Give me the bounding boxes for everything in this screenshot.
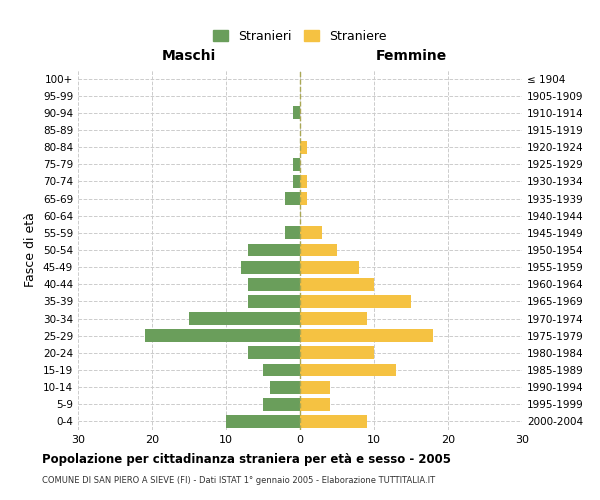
Bar	[300, 295, 411, 308]
Bar	[293, 175, 300, 188]
Bar	[271, 380, 300, 394]
Text: COMUNE DI SAN PIERO A SIEVE (FI) - Dati ISTAT 1° gennaio 2005 - Elaborazione TUT: COMUNE DI SAN PIERO A SIEVE (FI) - Dati …	[42, 476, 435, 485]
Bar	[300, 140, 307, 153]
Bar	[300, 175, 307, 188]
Bar	[300, 312, 367, 325]
Bar	[145, 330, 300, 342]
Bar	[300, 380, 329, 394]
Bar	[248, 346, 300, 360]
Bar	[300, 398, 329, 410]
Y-axis label: Fasce di età: Fasce di età	[25, 212, 37, 288]
Bar	[241, 260, 300, 274]
Bar	[300, 260, 359, 274]
Bar	[285, 192, 300, 205]
Bar	[248, 278, 300, 290]
Bar	[300, 192, 307, 205]
Bar	[263, 398, 300, 410]
Bar	[293, 106, 300, 120]
Bar	[300, 244, 337, 256]
Bar	[293, 158, 300, 170]
Bar	[248, 295, 300, 308]
Bar	[248, 244, 300, 256]
Bar	[300, 330, 433, 342]
Bar	[300, 364, 396, 376]
Bar	[263, 364, 300, 376]
Bar	[300, 226, 322, 239]
Text: Femmine: Femmine	[376, 49, 446, 63]
Legend: Stranieri, Straniere: Stranieri, Straniere	[209, 26, 391, 46]
Bar	[226, 415, 300, 428]
Bar	[285, 226, 300, 239]
Bar	[300, 415, 367, 428]
Text: Maschi: Maschi	[162, 49, 216, 63]
Text: Popolazione per cittadinanza straniera per età e sesso - 2005: Popolazione per cittadinanza straniera p…	[42, 452, 451, 466]
Bar	[189, 312, 300, 325]
Bar	[300, 278, 374, 290]
Bar	[300, 346, 374, 360]
